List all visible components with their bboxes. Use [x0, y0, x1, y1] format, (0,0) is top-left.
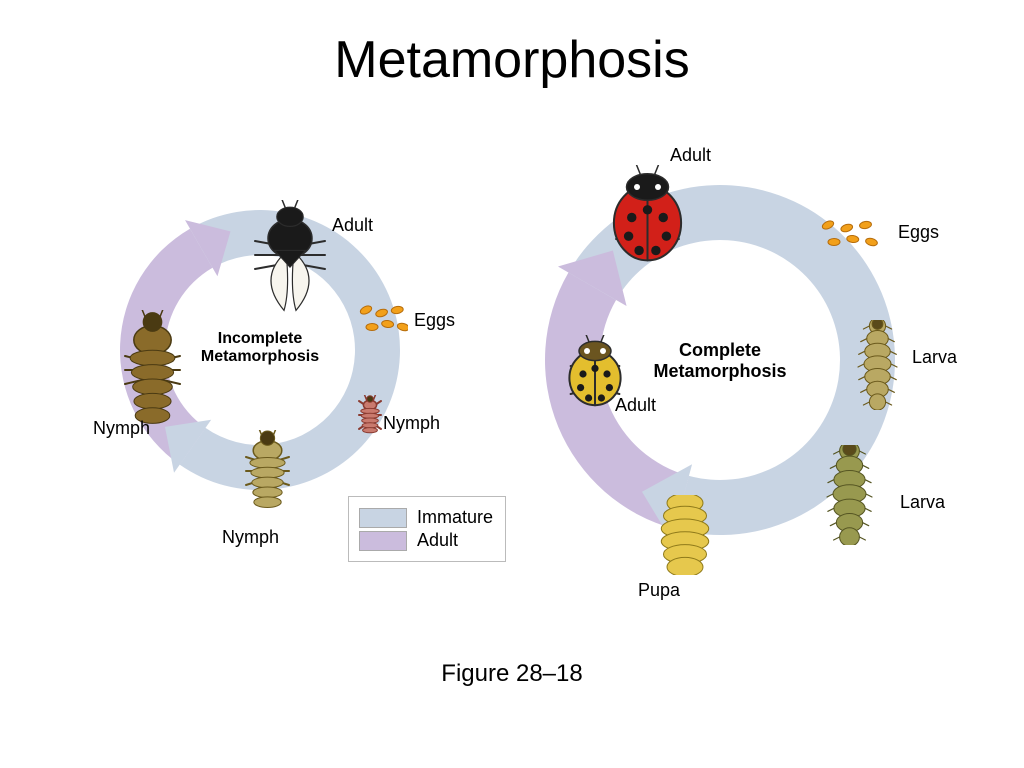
legend-swatch — [359, 531, 407, 551]
legend: ImmatureAdult — [348, 496, 506, 562]
complete-stage-larva-icon — [822, 445, 877, 545]
legend-label: Immature — [417, 507, 493, 528]
legend-row: Adult — [359, 530, 493, 551]
legend-swatch — [359, 508, 407, 528]
complete-stage-ladybug-icon — [595, 165, 700, 275]
complete-stage-eggs-icon — [820, 215, 880, 260]
cycle-title-complete: CompleteMetamorphosis — [600, 340, 840, 381]
complete-stage-pupa-icon — [655, 495, 715, 575]
legend-row: Immature — [359, 507, 493, 528]
complete-stage-label: Pupa — [638, 580, 680, 601]
complete-stage-label: Larva — [912, 347, 957, 368]
complete-stage-label: Adult — [615, 395, 656, 416]
complete-stage-label: Eggs — [898, 222, 939, 243]
legend-label: Adult — [417, 530, 458, 551]
complete-stage-label: Larva — [900, 492, 945, 513]
complete-stage-larva-icon — [855, 320, 900, 410]
complete-stage-label: Adult — [670, 145, 711, 166]
